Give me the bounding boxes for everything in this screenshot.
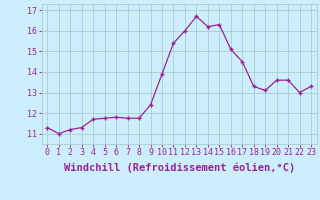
X-axis label: Windchill (Refroidissement éolien,°C): Windchill (Refroidissement éolien,°C) — [64, 163, 295, 173]
